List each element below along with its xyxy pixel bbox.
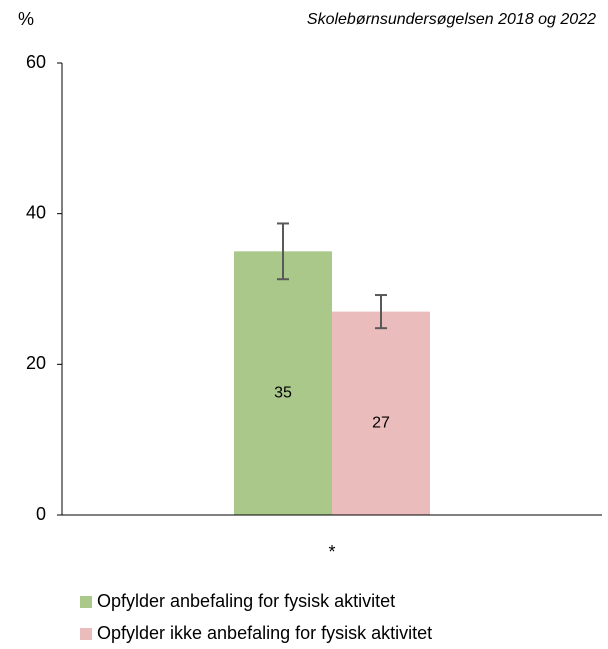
error-bar — [375, 294, 387, 330]
bar — [332, 311, 430, 515]
y-tick-label: 60 — [26, 52, 46, 72]
data-label: 27 — [372, 415, 390, 432]
legend-swatch — [80, 628, 92, 640]
legend-swatch — [80, 596, 92, 608]
bar — [234, 251, 332, 516]
legend-label: Opfylder ikke anbefaling for fysisk akti… — [97, 623, 432, 643]
y-axis-label: % — [18, 9, 34, 29]
chart-subtitle: Skolebørnsundersøgelsen 2018 og 2022 — [307, 11, 596, 28]
y-tick-label: 40 — [26, 202, 46, 222]
x-tick-label: * — [328, 542, 335, 562]
legend-label: Opfylder anbefaling for fysisk aktivitet — [97, 591, 395, 611]
y-tick-label: 20 — [26, 353, 46, 373]
y-tick-label: 0 — [36, 504, 46, 524]
error-bar — [277, 222, 289, 281]
data-label: 35 — [274, 384, 292, 401]
